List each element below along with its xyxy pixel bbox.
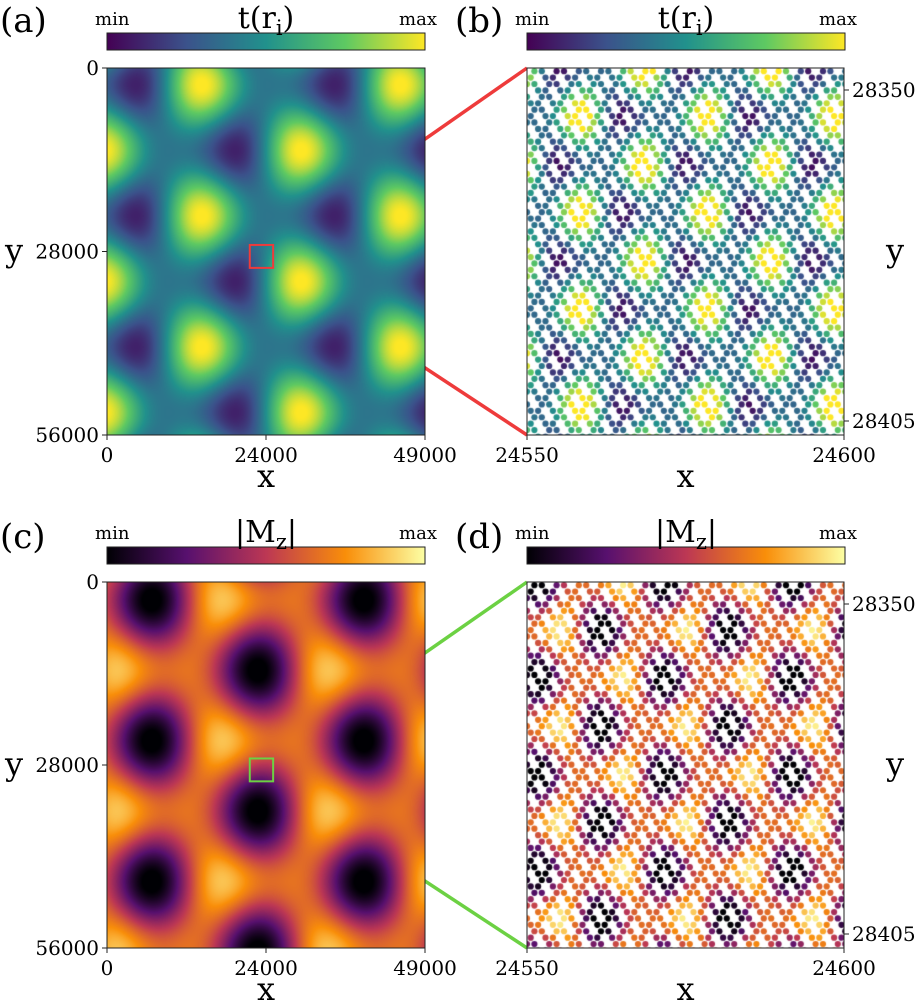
panel-label: (d)	[455, 517, 503, 557]
colorbar-max-label: max	[399, 9, 437, 30]
colorbar-min-label: min	[95, 523, 130, 544]
panel-b: (b) min max t(ri) 24550 24600 x 28350 28405 y	[455, 1, 916, 495]
y-tick-label: 28350	[852, 592, 916, 616]
colorbar	[526, 32, 846, 51]
x-tick-label: 24550	[495, 443, 559, 467]
x-tick-label: 0	[101, 443, 114, 467]
heatmap-image	[107, 582, 425, 948]
x-tick-label: 24600	[812, 443, 876, 467]
plot-frame	[526, 581, 845, 949]
panel-d: (d) min max |Mz| 24550 24600 x 28350 28405 y	[455, 515, 916, 1000]
x-tick-label: 49000	[393, 956, 457, 980]
colorbar	[526, 546, 846, 565]
colorbar-title: |Mz|	[655, 515, 717, 554]
panel-label: (c)	[0, 517, 46, 557]
y-tick-label: 0	[86, 56, 99, 80]
x-tick-label: 24000	[234, 443, 298, 467]
panel-a: (a) min max t(ri) 0 24000 49000 x 0 28000 56000 y	[0, 1, 457, 495]
x-tick-label: 24000	[234, 956, 298, 980]
heatmap-image	[527, 582, 844, 948]
y-tick-label: 28000	[35, 240, 99, 264]
colorbar-min-label: min	[95, 9, 130, 30]
colorbar	[106, 546, 426, 565]
x-axis-label: x	[676, 970, 694, 1000]
colorbar-title: t(ri)	[658, 1, 715, 40]
heatmap-image	[107, 68, 425, 435]
y-tick-label: 28405	[852, 409, 916, 433]
x-tick-label: 0	[101, 956, 114, 980]
panel-c: (c) min max |Mz| 0 24000 49000 x 0 28000 56000 y	[0, 515, 457, 1000]
panel-label: (a)	[0, 1, 47, 41]
x-axis-label: x	[676, 457, 694, 495]
zoom-box	[248, 757, 275, 783]
y-axis-label: y	[4, 745, 23, 783]
colorbar-max-label: max	[819, 523, 857, 544]
y-tick-label: 28350	[852, 78, 916, 102]
y-tick-label: 56000	[35, 423, 99, 447]
y-tick-label: 0	[86, 570, 99, 594]
y-tick-label: 56000	[35, 936, 99, 960]
colorbar	[106, 32, 426, 51]
colorbar-min-label: min	[515, 9, 550, 30]
y-axis-label: y	[885, 232, 904, 270]
colorbar-max-label: max	[819, 9, 857, 30]
plot-frame	[526, 67, 845, 436]
y-tick-label: 28000	[35, 753, 99, 777]
colorbar-title: t(ri)	[238, 1, 295, 40]
y-tick-label: 28405	[852, 922, 916, 946]
colorbar-max-label: max	[399, 523, 437, 544]
y-axis-label: y	[885, 745, 904, 783]
colorbar-min-label: min	[515, 523, 550, 544]
x-axis-label: x	[257, 970, 275, 1000]
colorbar-title: |Mz|	[235, 515, 297, 554]
x-axis-label: x	[257, 457, 275, 495]
y-axis-label: y	[4, 232, 23, 270]
zoom-box	[248, 243, 275, 269]
panel-label: (b)	[455, 1, 503, 41]
x-tick-label: 24600	[812, 956, 876, 980]
heatmap-image	[527, 68, 844, 435]
x-tick-label: 49000	[393, 443, 457, 467]
x-tick-label: 24550	[495, 956, 559, 980]
